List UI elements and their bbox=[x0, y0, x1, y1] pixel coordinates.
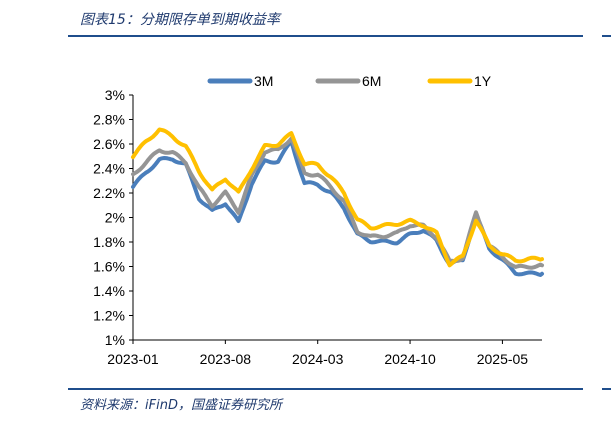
y-tick-label: 1.8% bbox=[93, 234, 125, 250]
legend-label-1y: 1Y bbox=[474, 73, 492, 89]
top-divider bbox=[68, 35, 583, 37]
y-tick-label: 2.4% bbox=[93, 161, 125, 177]
source-note: 资料来源：iFinD，国盛证券研究所 bbox=[80, 398, 282, 413]
y-tick-label: 1% bbox=[105, 332, 125, 348]
y-tick-label: 1.4% bbox=[93, 283, 125, 299]
figure-title: 图表15：分期限存单到期收益率 bbox=[80, 12, 280, 28]
y-tick-label: 2.6% bbox=[93, 136, 125, 152]
bottom-divider-right bbox=[602, 388, 611, 390]
y-tick-label: 2% bbox=[105, 210, 125, 226]
x-tick-label: 2024-03 bbox=[292, 351, 344, 367]
series-line-1y bbox=[131, 127, 544, 268]
bottom-divider bbox=[68, 388, 583, 390]
top-divider-right bbox=[602, 35, 611, 37]
y-tick-label: 2.2% bbox=[93, 185, 125, 201]
y-tick-label: 1.2% bbox=[93, 308, 125, 324]
legend-label-3m: 3M bbox=[254, 73, 273, 89]
x-tick-label: 2025-05 bbox=[477, 351, 529, 367]
x-tick-label: 2023-08 bbox=[200, 351, 252, 367]
x-tick-label: 2023-01 bbox=[107, 351, 159, 367]
legend-label-6m: 6M bbox=[362, 73, 381, 89]
y-tick-label: 1.6% bbox=[93, 259, 125, 275]
x-tick-label: 2024-10 bbox=[384, 351, 436, 367]
series-line-6m bbox=[131, 136, 544, 270]
y-tick-label: 3% bbox=[105, 87, 125, 103]
y-tick-label: 2.8% bbox=[93, 112, 125, 128]
